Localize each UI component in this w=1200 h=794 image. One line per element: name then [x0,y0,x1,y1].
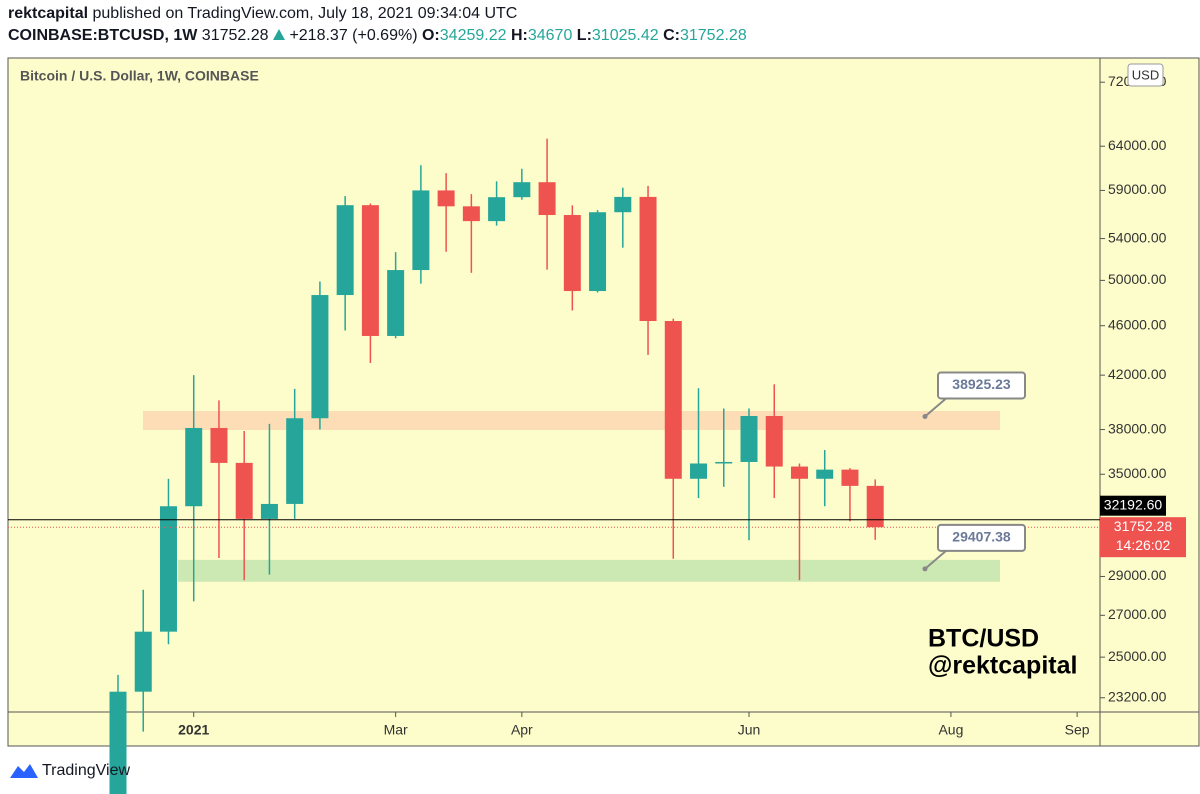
y-tick-label: 46000.00 [1108,316,1167,332]
callout-label: 38925.23 [952,376,1011,392]
candle-body [715,461,733,464]
symbol: COINBASE:BTCUSD, 1W [8,27,198,44]
h-label: H: [510,27,528,44]
published: published on TradingView.com, July 18, 2… [92,5,518,22]
candle-body [109,691,127,794]
candle-body [462,206,480,222]
h-value: 34670 [527,27,573,44]
publish-line: rektcapital published on TradingView.com… [8,5,517,23]
candle-body [513,182,531,198]
candle-body [563,215,581,292]
callout-point [922,566,928,572]
x-tick-label: Jun [738,722,761,738]
candle-body [336,205,354,296]
callout-box [937,523,1026,552]
currency-box [1127,63,1164,87]
author: rektcapital [8,5,89,22]
up-arrow [272,29,285,40]
candle-body [159,506,177,632]
candle-body [286,418,304,504]
c-label: C: [663,27,680,44]
callout-point [922,413,928,419]
candle-body [311,295,329,419]
last-price-label: 31752.28 [1114,518,1173,534]
x-tick-label: Apr [511,722,533,738]
y-tick-label: 27000.00 [1108,606,1167,622]
candle-body [235,462,253,519]
last-price-bg [1100,517,1186,558]
candle-body [690,463,708,479]
candle-body [134,631,152,692]
candle-body [185,427,203,507]
candle-body [614,196,632,213]
y-tick-label: 72000.00 [1108,73,1167,89]
chart-bg [7,57,1200,747]
o-value: 34259.22 [439,27,507,44]
candle-body [790,466,808,479]
candle-body [639,196,657,322]
y-tick-label: 54000.00 [1108,229,1167,245]
candle-body [538,182,556,216]
candle-body [589,212,607,292]
y-tick-label: 50000.00 [1108,271,1167,287]
plot [109,138,1000,794]
candle-body [437,190,455,207]
last-price: 31752.28 [201,27,269,44]
currency: USD [1132,67,1159,82]
l-label: L: [576,27,592,44]
candle-body [841,469,859,486]
candle-body [412,190,430,271]
candle-body [765,415,783,467]
candle-body [260,503,278,519]
candle-body [816,469,834,479]
candle-body [740,415,758,462]
y-tick-label: 38000.00 [1108,420,1167,436]
x-tick-label: Mar [384,722,408,738]
x-tick-label: Sep [1065,722,1090,738]
change: +218.37 (+0.69%) [289,27,418,44]
zone [178,559,1000,582]
chart-legend: Bitcoin / U.S. Dollar, 1W, COINBASE [20,68,259,84]
zone [143,410,1000,430]
symbol-line: COINBASE:BTCUSD, 1W 31752.28 +218.37 (+0… [8,27,747,45]
callout-pointer [924,397,947,418]
watermark: BTC/USD [928,625,1039,653]
candle-body [210,427,228,463]
y-tick-label: 59000.00 [1108,181,1167,197]
o-label: O: [421,27,440,44]
tv-logo [10,764,38,778]
y-tick-label: 29000.00 [1108,567,1167,583]
callout-pointer [924,550,947,570]
y-tick-label: 64000.00 [1108,137,1167,153]
candle-body [664,321,682,479]
watermark: @rektcapital [928,652,1077,680]
candle-body [387,270,405,336]
callout-label: 29407.38 [952,529,1011,545]
l-value: 31025.42 [591,27,659,44]
callout-box [937,371,1026,400]
countdown: 14:26:02 [1116,537,1171,553]
c-value: 31752.28 [679,27,747,44]
footer: TradingView [42,762,130,779]
candle-body [866,485,884,528]
candle-body [361,205,379,336]
y-tick-label: 42000.00 [1108,366,1167,382]
y-tick-label: 35000.00 [1108,465,1167,481]
y-tick-label: 23200.00 [1108,688,1167,704]
x-tick-label: Aug [938,722,963,738]
crosshair-label-bg [1100,495,1166,516]
crosshair-label: 32192.60 [1104,496,1163,512]
y-tick-label: 25000.00 [1108,648,1167,664]
candle-body [488,197,506,222]
x-tick-label: 2021 [178,722,209,738]
